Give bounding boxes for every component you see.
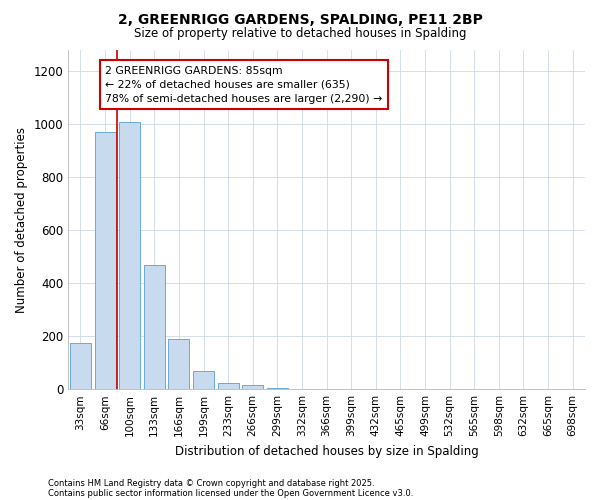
- Bar: [218, 384, 239, 389]
- Y-axis label: Number of detached properties: Number of detached properties: [15, 126, 28, 312]
- Text: Contains HM Land Registry data © Crown copyright and database right 2025.: Contains HM Land Registry data © Crown c…: [48, 478, 374, 488]
- X-axis label: Distribution of detached houses by size in Spalding: Distribution of detached houses by size …: [175, 444, 478, 458]
- Bar: [242, 385, 263, 389]
- Text: Contains public sector information licensed under the Open Government Licence v3: Contains public sector information licen…: [48, 488, 413, 498]
- Text: Size of property relative to detached houses in Spalding: Size of property relative to detached ho…: [134, 28, 466, 40]
- Bar: [119, 122, 140, 389]
- Bar: [70, 343, 91, 389]
- Text: 2, GREENRIGG GARDENS, SPALDING, PE11 2BP: 2, GREENRIGG GARDENS, SPALDING, PE11 2BP: [118, 12, 482, 26]
- Bar: [144, 264, 165, 389]
- Bar: [169, 339, 190, 389]
- Bar: [292, 388, 313, 389]
- Bar: [95, 132, 116, 389]
- Bar: [267, 388, 288, 389]
- Bar: [193, 370, 214, 389]
- Text: 2 GREENRIGG GARDENS: 85sqm
← 22% of detached houses are smaller (635)
78% of sem: 2 GREENRIGG GARDENS: 85sqm ← 22% of deta…: [105, 66, 382, 104]
